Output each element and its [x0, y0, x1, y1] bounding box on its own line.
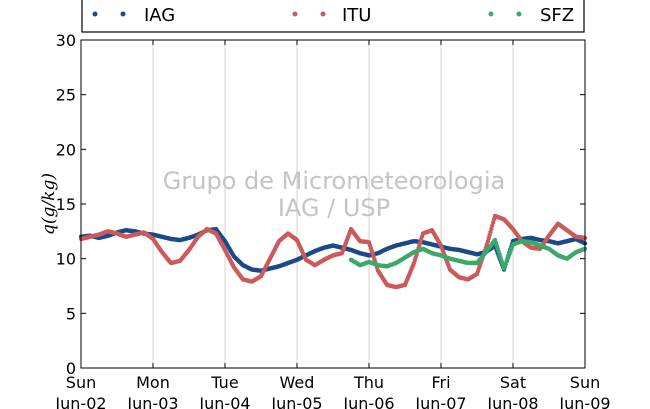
legend-marker: [120, 11, 126, 17]
legend-label: IAG: [144, 5, 175, 26]
y-tick-label: 5: [66, 304, 76, 323]
data-points: [78, 213, 588, 290]
series-sfz: [348, 237, 588, 271]
x-tick-label-date: Jun-08: [486, 394, 538, 409]
x-tick-label-day: Tue: [210, 373, 238, 392]
x-tick-label-date: Jun-05: [270, 394, 322, 409]
x-axis: Sun Jun-02 Mon Jun-03 Tue Jun-04 Wed Jun-05 Thu J…: [54, 40, 611, 409]
x-tick-label-day: Sun: [66, 373, 96, 392]
legend-item-itu: ITU: [292, 5, 371, 26]
x-tick-label-date: Jun-03: [126, 394, 178, 409]
legend-label: SFZ: [540, 5, 574, 26]
y-axis: 0 5 10 15 20 25 30: [56, 31, 585, 378]
x-tick-label-day: Thu: [353, 373, 384, 392]
legend-label: ITU: [342, 5, 371, 26]
x-tick-label-date: Jun-02: [54, 394, 106, 409]
legend-marker: [92, 11, 98, 17]
y-tick-label: 10: [56, 250, 76, 269]
x-tick-label-date: Jun-09: [558, 394, 610, 409]
grid: [152, 40, 514, 368]
legend-box: [81, 0, 585, 33]
x-tick-label-date: Jun-07: [414, 394, 466, 409]
y-tick-label: 25: [56, 86, 76, 105]
x-tick-label-day: Sun: [570, 373, 600, 392]
x-tick-label-day: Fri: [431, 373, 450, 392]
x-tick-label-day: Mon: [136, 373, 170, 392]
legend-item-iag: IAG: [92, 5, 175, 26]
watermark-line-1: Grupo de Micrometeorologia: [163, 167, 505, 195]
y-tick-label: 20: [56, 140, 76, 159]
legend: IAG ITU SFZ: [92, 5, 574, 26]
watermark-line-2: IAG / USP: [278, 194, 390, 222]
legend-marker: [292, 11, 298, 17]
x-tick-label-day: Wed: [280, 373, 315, 392]
x-tick-label-date: Jun-04: [198, 394, 250, 409]
y-tick-label: 0: [66, 359, 76, 378]
y-axis-label: q(g/kg): [39, 173, 59, 235]
x-tick-label-day: Sat: [500, 373, 526, 392]
legend-marker: [488, 11, 494, 17]
y-tick-label: 15: [56, 195, 76, 214]
legend-marker: [320, 11, 326, 17]
x-tick-label-date: Jun-06: [342, 394, 394, 409]
legend-item-sfz: SFZ: [488, 5, 574, 26]
legend-marker: [516, 11, 522, 17]
y-tick-label: 30: [56, 31, 76, 50]
